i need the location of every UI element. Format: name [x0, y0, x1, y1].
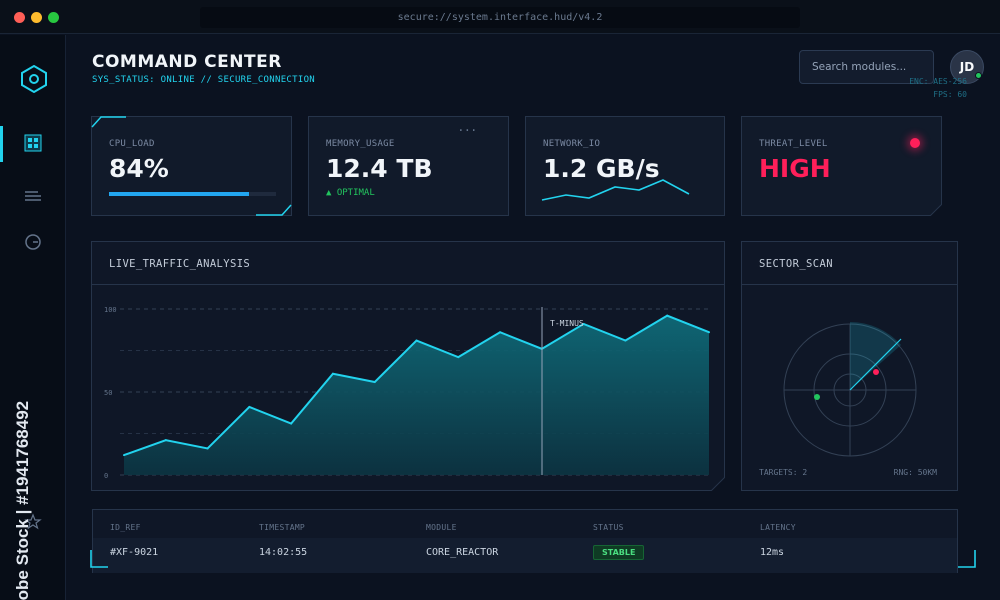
- more-options-icon[interactable]: ···: [458, 123, 478, 139]
- radar-target-friendly: [814, 394, 820, 400]
- cpu-load-card: CPU_LOAD 84%: [91, 116, 292, 216]
- watermark-id: #1941768492: [13, 401, 32, 505]
- panel-corner-cut: [711, 477, 725, 491]
- targets-count: TARGETS: 2: [759, 468, 808, 477]
- window-titlebar: secure://system.interface.hud/v4.2: [0, 0, 1000, 34]
- column-header-id[interactable]: ID_REF: [110, 523, 141, 532]
- column-header-status[interactable]: STATUS: [593, 523, 624, 532]
- cell-timestamp: 14:02:55: [259, 547, 308, 558]
- traffic-data-point: [123, 454, 125, 457]
- cpu-load-value: 84%: [109, 154, 169, 183]
- sector-scan-panel: SECTOR_SCAN TARGETS: 2 RNG: 50KM: [741, 241, 958, 491]
- threat-level-card: THREAT_LEVEL HIGH: [741, 116, 942, 216]
- traffic-data-point: [373, 381, 376, 384]
- system-status-text: SYS_STATUS: ONLINE // SECURE_CONNECTION: [92, 75, 316, 85]
- list-lines-icon[interactable]: [24, 187, 42, 205]
- traffic-data-point: [248, 405, 251, 408]
- traffic-data-point: [457, 356, 460, 359]
- t-minus-marker-label: T-MINUS: [550, 319, 584, 328]
- radar-sweep-line: [849, 338, 902, 391]
- sidebar: Adobe Stock | #1941768492: [0, 35, 66, 600]
- active-nav-indicator: [0, 126, 3, 162]
- radar-display: [783, 322, 917, 457]
- y-tick-label: 50: [104, 389, 112, 397]
- threat-alert-indicator: [910, 138, 920, 148]
- fps-readout: FPS: 60: [933, 90, 967, 99]
- radar-sweep: [850, 322, 901, 390]
- data-table: ID_REF TIMESTAMP MODULE STATUS LATENCY #…: [92, 509, 958, 573]
- memory-status: ▲ OPTIMAL: [326, 188, 375, 198]
- memory-usage-label: MEMORY_USAGE: [326, 139, 395, 149]
- memory-usage-card: ··· MEMORY_USAGE 12.4 TB ▲ OPTIMAL: [308, 116, 509, 216]
- network-sparkline: [541, 179, 690, 201]
- traffic-area-chart: 100 50 0 T-MINUS: [104, 306, 712, 480]
- threat-level-label: THREAT_LEVEL: [759, 139, 828, 149]
- online-status-dot: [975, 72, 982, 79]
- traffic-data-point: [499, 331, 502, 334]
- star-icon[interactable]: [24, 513, 42, 531]
- column-header-timestamp[interactable]: TIMESTAMP: [259, 523, 306, 532]
- hexagon-logo-icon[interactable]: [20, 65, 48, 93]
- cell-id: #XF-9021: [110, 547, 159, 558]
- traffic-area-fill: [124, 315, 709, 475]
- network-io-card: NETWORK_IO 1.2 GB/s: [525, 116, 725, 216]
- frame-bracket-left: [90, 550, 108, 568]
- traffic-data-point: [415, 339, 418, 342]
- svg-text:Adobe Stock | #1941768492: Adobe Stock | #1941768492: [13, 401, 32, 600]
- column-header-module[interactable]: MODULE: [426, 523, 457, 532]
- card-corner-accent: [91, 116, 126, 128]
- status-badge: STABLE: [593, 545, 645, 560]
- encryption-readout: ENC: AES-256: [909, 77, 967, 86]
- memory-usage-value: 12.4 TB: [326, 154, 433, 183]
- cpu-load-bar-fill: [109, 192, 250, 196]
- panel-divider: [742, 284, 957, 285]
- close-window-button[interactable]: [14, 12, 25, 23]
- url-bar[interactable]: secure://system.interface.hud/v4.2: [200, 7, 800, 28]
- traffic-data-point: [708, 331, 710, 334]
- card-corner-accent: [256, 204, 292, 216]
- card-corner-cut: [930, 204, 942, 216]
- cpu-load-label: CPU_LOAD: [109, 139, 155, 149]
- cell-module: CORE_REACTOR: [426, 547, 499, 558]
- cpu-load-bar: [109, 192, 276, 196]
- traffic-data-point: [206, 447, 209, 450]
- traffic-data-point: [582, 322, 585, 325]
- maximize-window-button[interactable]: [48, 12, 59, 23]
- panel-divider: [92, 284, 724, 285]
- table-row[interactable]: [93, 538, 957, 573]
- search-input[interactable]: Search modules...: [799, 50, 934, 84]
- network-io-label: NETWORK_IO: [543, 139, 601, 149]
- watermark-vertical: Adobe Stock | #1941768492: [13, 401, 32, 600]
- traffic-data-point: [624, 339, 627, 342]
- traffic-data-point: [666, 314, 669, 317]
- column-header-latency[interactable]: LATENCY: [760, 523, 796, 532]
- clock-icon[interactable]: [24, 233, 42, 251]
- cell-latency: 12ms: [760, 547, 785, 558]
- radar-range: RNG: 50KM: [893, 468, 937, 477]
- y-tick-label: 0: [104, 472, 108, 480]
- live-traffic-title: LIVE_TRAFFIC_ANALYSIS: [109, 258, 251, 270]
- live-traffic-panel: LIVE_TRAFFIC_ANALYSIS 100 50 0 T-MINUS: [91, 241, 725, 491]
- traffic-data-point: [164, 439, 167, 442]
- y-tick-label: 100: [104, 306, 117, 314]
- grid-icon[interactable]: [24, 134, 42, 152]
- user-avatar[interactable]: JD: [950, 50, 984, 84]
- radar-target-hostile: [873, 369, 879, 375]
- threat-level-value: HIGH: [759, 154, 831, 183]
- traffic-data-point: [290, 422, 293, 425]
- sector-scan-title: SECTOR_SCAN: [759, 258, 833, 270]
- frame-bracket-right: [958, 550, 976, 568]
- page-title: COMMAND CENTER: [92, 52, 282, 72]
- traffic-data-point: [331, 372, 334, 375]
- minimize-window-button[interactable]: [31, 12, 42, 23]
- watermark-brand: Adobe Stock: [13, 519, 32, 600]
- network-io-value: 1.2 GB/s: [543, 154, 660, 183]
